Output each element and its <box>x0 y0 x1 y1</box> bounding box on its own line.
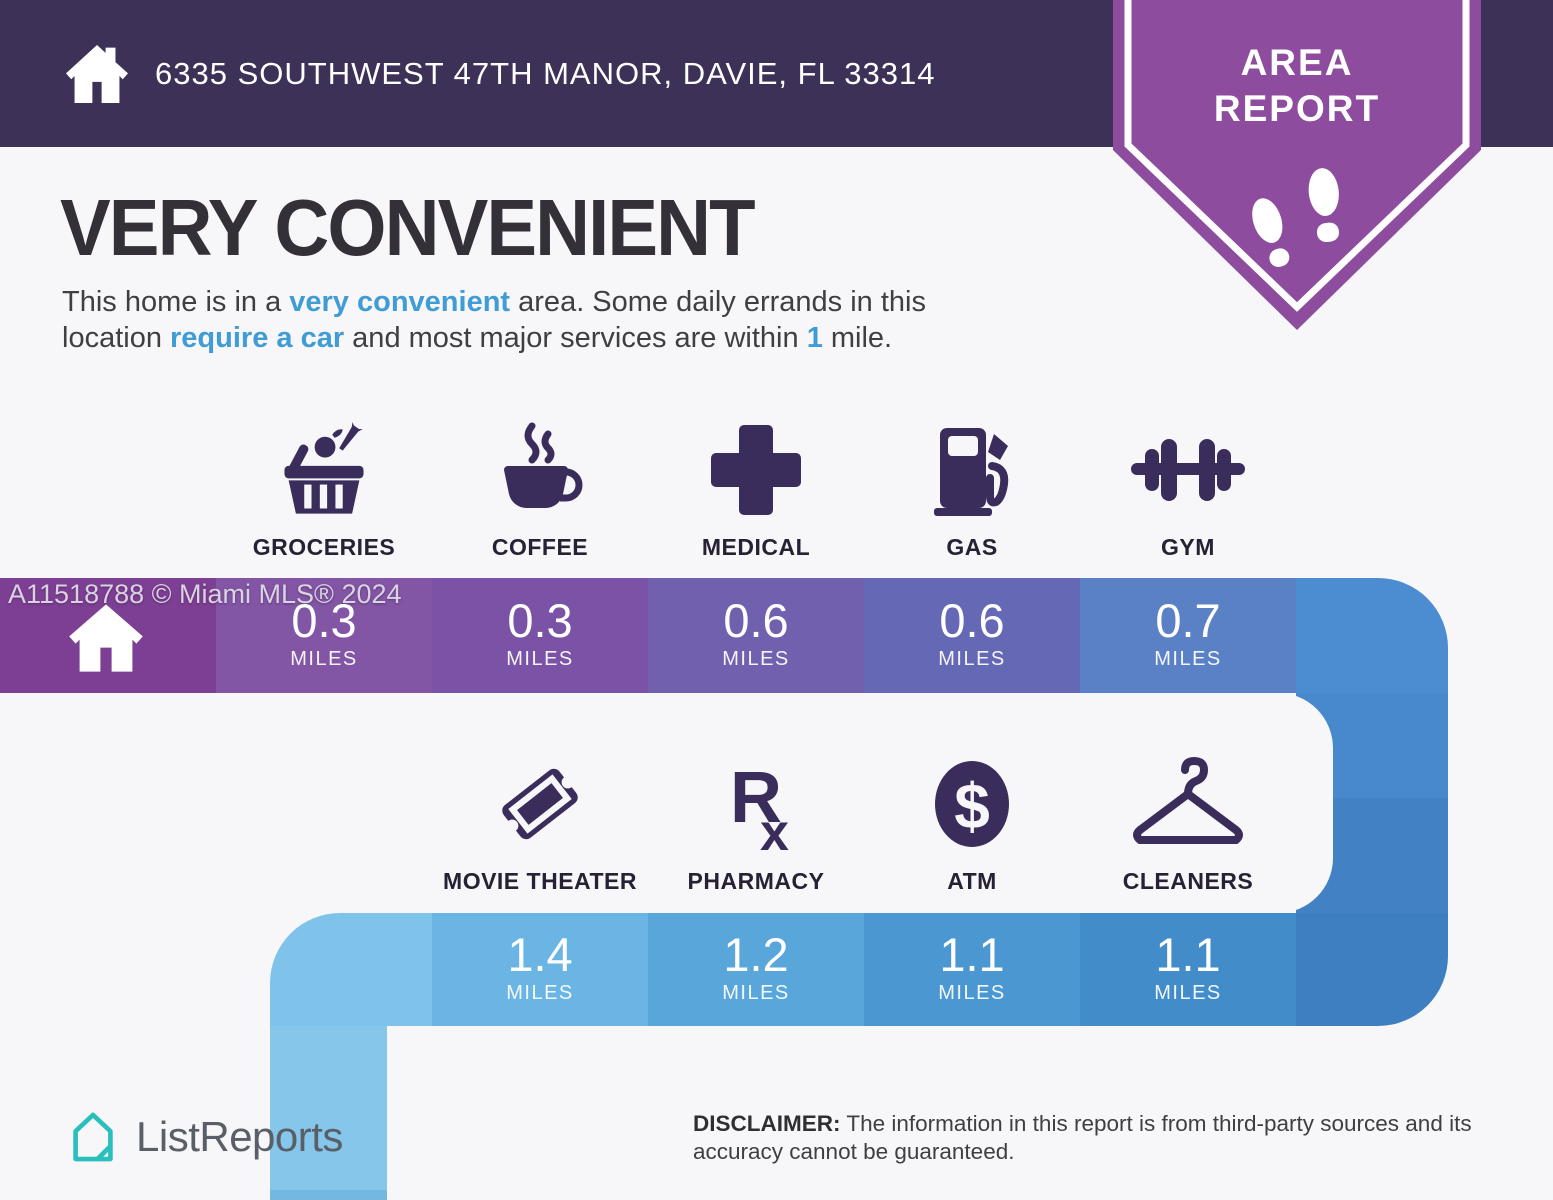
medical-cross-icon <box>648 418 864 522</box>
distance-coffee: 0.3 MILES <box>432 596 648 672</box>
ticket-icon <box>432 752 648 856</box>
distance-value: 1.2 <box>723 928 789 981</box>
place-label: GROCERIES <box>252 534 396 560</box>
disclaimer: DISCLAIMER: The information in this repo… <box>693 1110 1493 1166</box>
badge-ribbon <box>1113 0 1481 330</box>
distance-unit: MILES <box>1154 648 1222 670</box>
distance-cleaners: 1.1 MILES <box>1080 930 1296 1006</box>
place-medical: MEDICAL <box>648 418 864 561</box>
home-icon <box>65 44 129 104</box>
area-report-badge: AREA REPORT <box>1113 0 1481 336</box>
distance-unit: MILES <box>722 982 790 1004</box>
distance-gas: 0.6 MILES <box>864 596 1080 672</box>
distance-unit: MILES <box>1154 982 1222 1004</box>
distance-unit: MILES <box>506 648 574 670</box>
place-cleaners: CLEANERS <box>1080 752 1296 895</box>
summary-text: location <box>62 322 171 354</box>
svg-text:$: $ <box>954 770 990 842</box>
place-label: GYM <box>1161 534 1215 560</box>
disclaimer-text-line2: accuracy cannot be guaranteed. <box>693 1139 1015 1164</box>
distance-groceries: 0.3 MILES <box>216 596 432 672</box>
distance-value: 1.1 <box>1155 928 1221 981</box>
place-movie-theater: MOVIE THEATER <box>432 752 648 895</box>
page-title: VERY CONVENIENT <box>60 183 756 272</box>
distance-value: 0.7 <box>1155 594 1221 647</box>
listreports-logo: ListReports <box>64 1106 343 1168</box>
place-label: COFFEE <box>491 534 589 560</box>
summary-paragraph: This home is in a very convenient area. … <box>62 284 1122 356</box>
place-label: PHARMACY <box>687 868 825 894</box>
place-label: MEDICAL <box>701 534 811 560</box>
svg-text:R: R <box>730 758 782 838</box>
distance-unit: MILES <box>506 982 574 1004</box>
summary-text: This home is in a <box>62 286 290 318</box>
distance-pharmacy: 1.2 MILES <box>648 930 864 1006</box>
place-coffee: COFFEE <box>432 418 648 561</box>
disclaimer-label: DISCLAIMER: <box>693 1111 841 1136</box>
distance-movie-theater: 1.4 MILES <box>432 930 648 1006</box>
summary-text: area. Some daily errands in this <box>510 286 926 318</box>
place-label: MOVIE THEATER <box>443 868 637 894</box>
home-start-icon <box>69 604 143 672</box>
place-gym: GYM <box>1080 418 1296 561</box>
footprints-icon <box>1252 168 1340 267</box>
distance-value: 1.1 <box>939 928 1005 981</box>
place-label: GAS <box>946 534 998 560</box>
distance-unit: MILES <box>938 982 1006 1004</box>
gas-pump-icon <box>864 418 1080 522</box>
summary-text: mile. <box>822 322 893 354</box>
disclaimer-text-line1: The information in this report is from t… <box>840 1111 1472 1136</box>
distance-medical: 0.6 MILES <box>648 596 864 672</box>
dollar-circle-icon: $ <box>864 752 1080 856</box>
coffee-icon <box>432 418 648 522</box>
mls-watermark: A11518788 © Miami MLS® 2024 <box>8 579 402 609</box>
place-atm: $ ATM <box>864 752 1080 895</box>
distance-unit: MILES <box>722 648 790 670</box>
listreports-wordmark: ListReports <box>136 1113 343 1160</box>
rx-icon: R x <box>648 752 864 856</box>
svg-text:x: x <box>760 804 789 856</box>
dumbbell-icon <box>1080 418 1296 522</box>
listreports-house-icon <box>73 1112 113 1162</box>
distance-atm: 1.1 MILES <box>864 930 1080 1006</box>
distance-unit: MILES <box>290 648 358 670</box>
distance-value: 0.6 <box>939 594 1005 647</box>
badge-line2: REPORT <box>1213 88 1381 129</box>
distance-value: 1.4 <box>507 928 573 981</box>
place-groceries: GROCERIES <box>216 418 432 561</box>
summary-accent-require-a-car: require a car <box>170 322 345 354</box>
summary-accent-very-convenient: very convenient <box>289 286 511 318</box>
summary-accent-one: 1 <box>806 322 823 354</box>
distance-value: 0.3 <box>291 594 357 647</box>
distance-value: 0.3 <box>507 594 573 647</box>
distance-gym: 0.7 MILES <box>1080 596 1296 672</box>
summary-text: and most major services are within <box>344 322 807 354</box>
groceries-icon <box>216 418 432 522</box>
place-label: ATM <box>947 868 997 894</box>
badge-title: AREA REPORT <box>1113 40 1481 132</box>
place-label: CLEANERS <box>1122 868 1254 894</box>
distance-value: 0.6 <box>723 594 789 647</box>
property-address: 6335 SOUTHWEST 47TH MANOR, DAVIE, FL 333… <box>155 55 936 91</box>
distance-unit: MILES <box>938 648 1006 670</box>
distance-path <box>0 578 1448 1200</box>
place-gas: GAS <box>864 418 1080 561</box>
badge-line1: AREA <box>1240 42 1354 83</box>
place-pharmacy: R x PHARMACY <box>648 752 864 895</box>
hanger-icon <box>1080 752 1296 856</box>
